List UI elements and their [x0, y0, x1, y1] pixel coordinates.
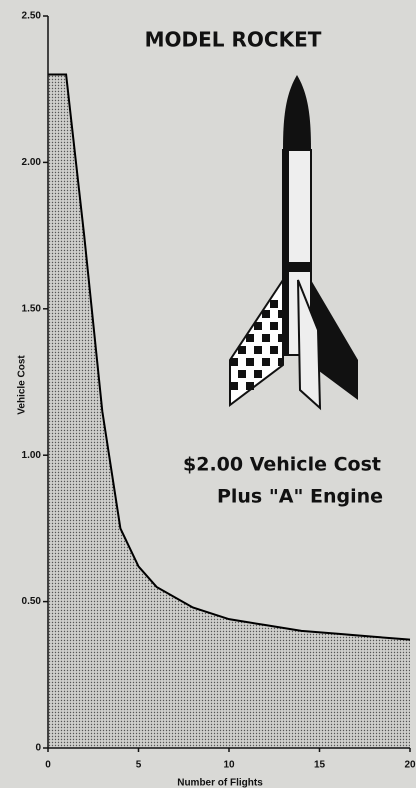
- x-tick-label: 15: [314, 760, 326, 771]
- y-tick-label: 2.00: [22, 157, 42, 168]
- x-tick-label: 0: [45, 760, 51, 771]
- chart: 0 0.50 1.00 1.50 2.00 2.50 0 5 10 15 20 MODEL ROCK…: [0, 0, 416, 788]
- y-tick-label: 1.00: [22, 450, 42, 461]
- annotation: Plus "A" Engine: [217, 486, 383, 508]
- x-tick-label: 5: [136, 760, 142, 771]
- y-tick-label: 0: [35, 743, 41, 754]
- y-tick-label: 2.50: [22, 11, 42, 22]
- chart-title: MODEL ROCKET: [145, 28, 322, 52]
- y-tick-label: 1.50: [22, 303, 42, 314]
- y-tick-label: 0.50: [22, 596, 42, 607]
- x-tick-label: 20: [404, 760, 416, 771]
- x-axis-label: Number of Flights: [177, 778, 263, 788]
- annotation: $2.00 Vehicle Cost: [183, 454, 381, 476]
- y-axis-label: Vehicle Cost: [17, 355, 28, 415]
- rocket-illustration: [230, 75, 358, 408]
- x-tick-label: 10: [223, 760, 235, 771]
